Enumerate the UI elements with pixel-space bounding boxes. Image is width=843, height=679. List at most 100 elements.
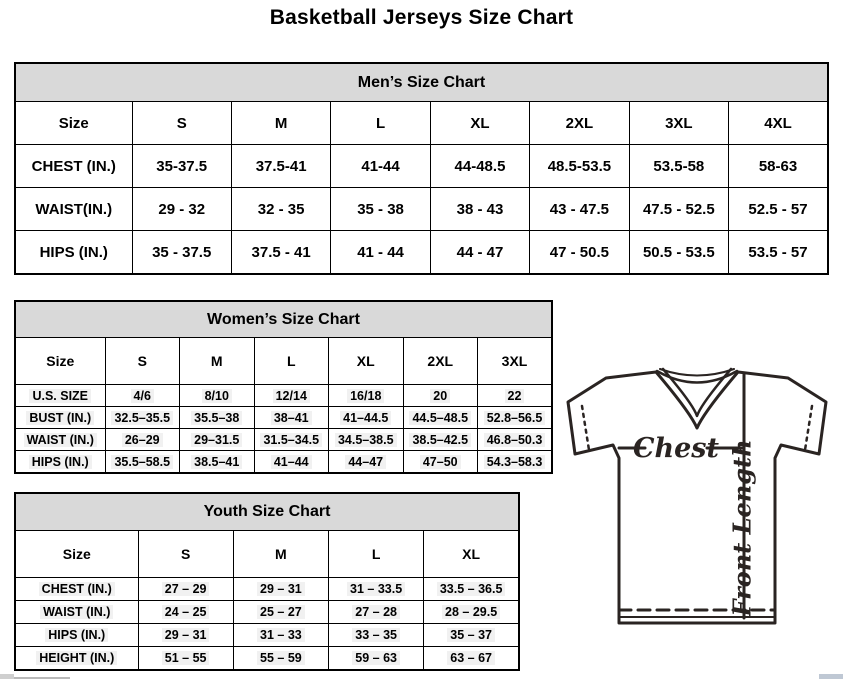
size-value: 54.3–58.3 [483, 454, 546, 469]
column-header: Size [14, 530, 139, 578]
size-value-cell: 53.5-58 [628, 144, 730, 188]
size-value-cell: 53.5 - 57 [728, 230, 829, 275]
size-value-cell: 38.5–41 [179, 450, 255, 474]
size-value: 34.5–38.5 [334, 432, 397, 447]
size-value: 35 - 38 [357, 200, 404, 218]
column-header: 3XL [628, 101, 730, 145]
h-scrollbar-left-thumb[interactable] [0, 674, 14, 679]
size-value-cell: 38 - 43 [429, 187, 531, 231]
collar-inner-v [661, 367, 733, 418]
column-header: 2XL [529, 101, 630, 145]
row-label: CHEST (IN.) [38, 582, 115, 596]
row-label-cell: WAIST (IN.) [14, 600, 139, 624]
size-value: 31 – 33 [257, 628, 305, 642]
table-title: Women’s Size Chart [14, 300, 553, 338]
column-header: S [137, 530, 234, 578]
womens-size-table: Women’s Size Chart Size S M L XL 2XL 3XL U.S. SI… [14, 300, 553, 474]
size-value-cell: 33.5 – 36.5 [423, 577, 520, 601]
row-label: HEIGHT (IN.) [36, 651, 118, 665]
size-value: 47.5 - 52.5 [642, 200, 715, 218]
size-value-cell: 12/14 [253, 384, 329, 407]
size-value: 27 – 28 [352, 605, 400, 619]
row-label: U.S. SIZE [29, 388, 92, 403]
row-label-cell: BUST (IN.) [14, 406, 106, 429]
size-value: 41–44.5 [340, 410, 392, 425]
size-value-cell: 52.5 - 57 [728, 187, 829, 231]
size-value-cell: 48.5-53.5 [529, 144, 630, 188]
size-value: 55 – 59 [257, 651, 305, 665]
size-value: 35 – 37 [447, 628, 495, 642]
size-value-cell: 31 – 33 [232, 623, 330, 647]
size-value: 35-37.5 [156, 157, 208, 175]
size-value: 33 – 35 [352, 628, 400, 642]
size-value-cell: 32.5–35.5 [104, 406, 180, 429]
size-value-cell: 27 – 28 [327, 600, 425, 624]
size-value-cell: 22 [477, 384, 553, 407]
size-value: 58-63 [758, 157, 798, 175]
size-value: 12/14 [272, 388, 310, 403]
size-value: 29 – 31 [161, 628, 210, 642]
size-value: 33.5 – 36.5 [436, 582, 506, 596]
size-value: 8/10 [201, 388, 232, 403]
size-value-cell: 44 - 47 [429, 230, 531, 275]
column-header: XL [328, 337, 404, 385]
size-value-cell: 35 – 37 [423, 623, 520, 647]
size-value-cell: 27 – 29 [137, 577, 234, 601]
column-header: 3XL [477, 337, 553, 385]
size-value-cell: 59 – 63 [327, 646, 425, 671]
column-header: L [253, 337, 329, 385]
size-value: 52.5 - 57 [748, 200, 808, 218]
column-header: M [230, 101, 332, 145]
h-scrollbar-track-fragment[interactable] [0, 677, 70, 679]
size-value-cell: 38–41 [253, 406, 329, 429]
size-value: 35.5–58.5 [111, 454, 174, 469]
page-title: Basketball Jerseys Size Chart [269, 6, 574, 29]
size-value-cell: 35-37.5 [131, 144, 232, 188]
column-header: L [330, 101, 431, 145]
size-value: 53.5-58 [653, 157, 705, 175]
size-value: 35.5–38 [191, 410, 243, 425]
table-row: HIPS (IN.) 29 – 31 31 – 33 33 – 35 35 – 37 [14, 623, 520, 647]
size-value: 44–47 [345, 454, 387, 469]
row-label: WAIST (IN.) [23, 432, 97, 447]
size-value: 37.5-41 [255, 157, 307, 175]
column-header-row: Size S M L XL 2XL 3XL [14, 337, 553, 385]
size-value: 32.5–35.5 [111, 410, 174, 425]
table-row: WAIST (IN.) 24 – 25 25 – 27 27 – 28 28 – 29.… [14, 600, 520, 624]
size-value-cell: 35.5–38 [179, 406, 255, 429]
size-value: 22 [504, 388, 525, 403]
size-value-cell: 25 – 27 [232, 600, 330, 624]
size-value: 46.8–50.3 [483, 432, 546, 447]
size-value-cell: 20 [402, 384, 478, 407]
size-value: 29 – 31 [257, 582, 305, 596]
size-value-cell: 44–47 [328, 450, 404, 474]
size-value: 4/6 [130, 388, 154, 403]
row-label-cell: HIPS (IN.) [14, 450, 106, 474]
table-row: U.S. SIZE 4/6 8/10 12/14 16/18 20 22 [14, 384, 553, 407]
jersey-measurement-diagram: Chest Front Length [566, 367, 828, 625]
size-value-cell: 35 - 38 [330, 187, 431, 231]
size-value-cell: 44-48.5 [429, 144, 531, 188]
size-value: 27 – 29 [161, 582, 210, 596]
column-header: L [327, 530, 425, 578]
column-header: Size [14, 337, 106, 385]
size-value-cell: 44.5–48.5 [402, 406, 478, 429]
row-label-cell: HEIGHT (IN.) [14, 646, 139, 671]
row-label: CHEST (IN.) [31, 157, 116, 175]
row-label: HIPS (IN.) [39, 243, 108, 261]
size-value-cell: 8/10 [179, 384, 255, 407]
size-value: 43 - 47.5 [549, 200, 609, 218]
size-value: 35 - 37.5 [152, 243, 212, 261]
size-value-cell: 26–29 [104, 428, 180, 451]
h-scrollbar-right-thumb[interactable] [819, 674, 843, 679]
table-title-row: Men’s Size Chart [14, 62, 829, 102]
table-title: Men’s Size Chart [14, 62, 829, 102]
size-value: 44-48.5 [454, 157, 506, 175]
size-value: 26–29 [121, 432, 163, 447]
size-value: 47 - 50.5 [549, 243, 609, 261]
size-value-cell: 52.8–56.5 [477, 406, 553, 429]
size-value: 31.5–34.5 [260, 432, 323, 447]
size-value-cell: 4/6 [104, 384, 180, 407]
column-header: M [179, 337, 255, 385]
size-value-cell: 41-44 [330, 144, 431, 188]
